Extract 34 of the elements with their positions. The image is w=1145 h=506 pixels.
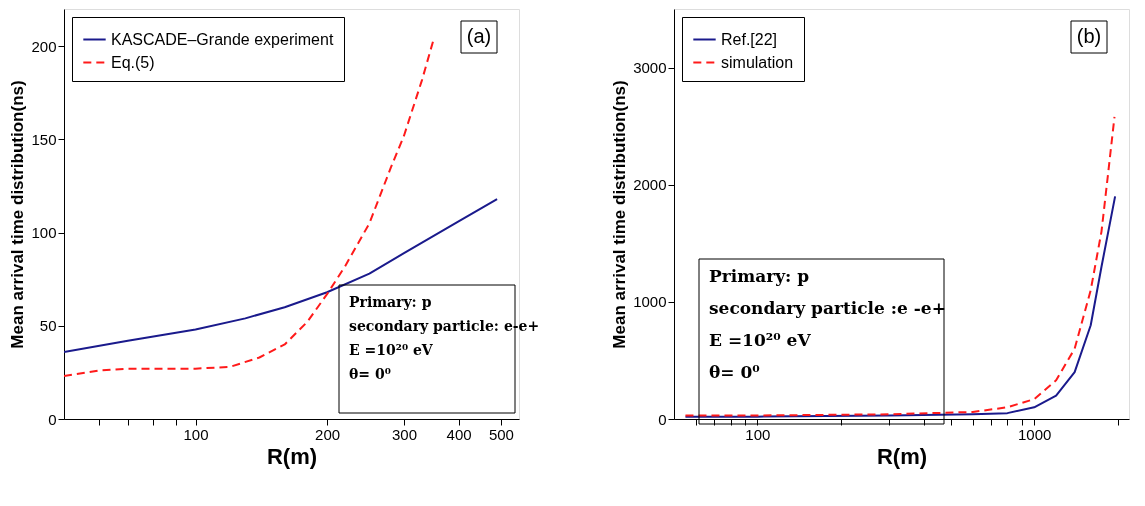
annotation: secondary particle :e -e+ (709, 298, 946, 318)
x-tick-label: 100 (745, 425, 771, 443)
x-axis-title: R(m) (876, 443, 928, 469)
legend-label: Eq.(5) (111, 53, 155, 71)
y-axis-title: Mean arrival time distribution(ns) (8, 80, 28, 349)
y-tick-label: 100 (31, 224, 57, 242)
y-tick-label: 200 (31, 37, 57, 55)
x-tick-label: 1000 (1018, 425, 1052, 443)
y-tick-label: 1000 (633, 293, 667, 311)
legend-label: KASCADE–Grande experiment (111, 30, 334, 48)
y-tick-label: 3000 (633, 59, 667, 77)
annotation: E =10²⁰ eV (709, 330, 812, 350)
x-tick-label: 200 (315, 425, 341, 443)
y-tick-label: 0 (658, 410, 667, 428)
y-tick-label: 2000 (633, 176, 667, 194)
annotation: (b) (1076, 25, 1102, 47)
y-axis-title: Mean arrival time distribution(ns) (610, 80, 630, 349)
x-tick-label: 500 (488, 425, 514, 443)
annotation: E =10²⁰ eV (349, 342, 434, 358)
annotation: Primary: p (349, 294, 432, 310)
annotation: θ= 0⁰ (709, 362, 760, 382)
y-tick-label: 150 (31, 130, 57, 148)
y-tick-label: 50 (39, 317, 57, 335)
annotation: θ= 0⁰ (349, 366, 391, 382)
legend-label: Ref.[22] (721, 30, 778, 48)
legend-label: simulation (721, 53, 794, 71)
annotation: (a) (466, 25, 492, 47)
annotation: Primary: p (709, 266, 810, 286)
x-tick-label: 400 (446, 425, 472, 443)
y-tick-label: 0 (48, 410, 57, 428)
x-tick-label: 300 (391, 425, 417, 443)
annotation: secondary particle: e-e+ (349, 318, 540, 334)
x-tick-label: 100 (183, 425, 209, 443)
x-axis-title: R(m) (266, 443, 318, 469)
